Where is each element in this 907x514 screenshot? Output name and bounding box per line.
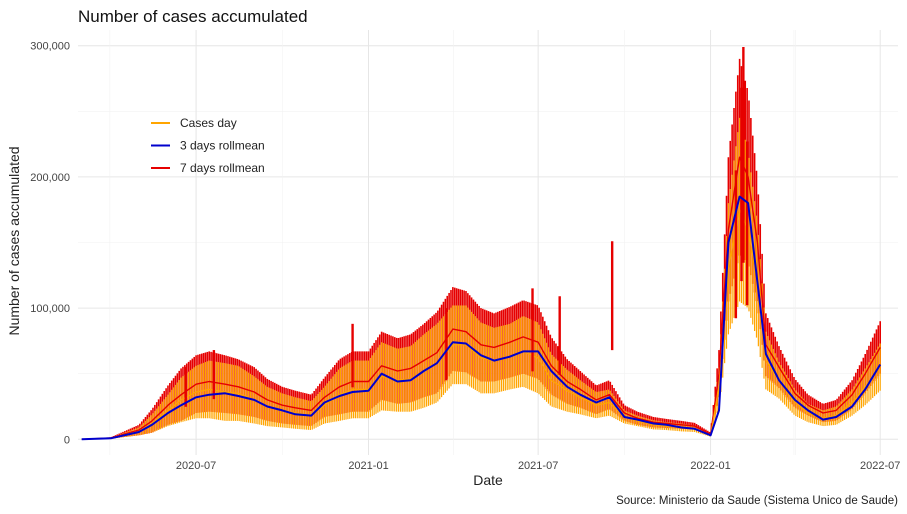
y-axis: 0 100,000 200,000 300,000 — [30, 41, 70, 447]
series-layer — [81, 47, 882, 441]
source-caption: Source: Ministerio da Saude (Sistema Uni… — [616, 495, 898, 507]
x-axis: 2020-07 2021-01 2021-07 2022-01 2022-07 — [176, 460, 900, 472]
x-axis-title: Date — [473, 472, 503, 488]
legend-label: Cases day — [180, 116, 237, 130]
x-tick-label: 2020-07 — [176, 460, 216, 472]
x-tick-label: 2022-07 — [860, 460, 900, 472]
spike-marks — [184, 47, 749, 407]
series-line-rollmean7 — [81, 156, 881, 440]
x-tick-label: 2021-01 — [348, 460, 388, 472]
y-tick-label: 0 — [64, 434, 70, 446]
y-tick-label: 300,000 — [30, 41, 70, 53]
chart-legend: Cases day 3 days rollmean 7 days rollmean — [151, 116, 265, 175]
gridlines — [78, 30, 898, 455]
y-tick-label: 200,000 — [30, 172, 70, 184]
chart-title: Number of cases accumulated — [78, 7, 308, 26]
legend-label: 7 days rollmean — [180, 161, 265, 175]
x-tick-label: 2022-01 — [690, 460, 730, 472]
legend-label: 3 days rollmean — [180, 139, 265, 153]
series-line-rollmean3 — [81, 195, 882, 441]
y-axis-title: Number of cases accumulated — [6, 146, 22, 335]
y-tick-label: 100,000 — [30, 303, 70, 315]
x-tick-label: 2021-07 — [518, 460, 558, 472]
